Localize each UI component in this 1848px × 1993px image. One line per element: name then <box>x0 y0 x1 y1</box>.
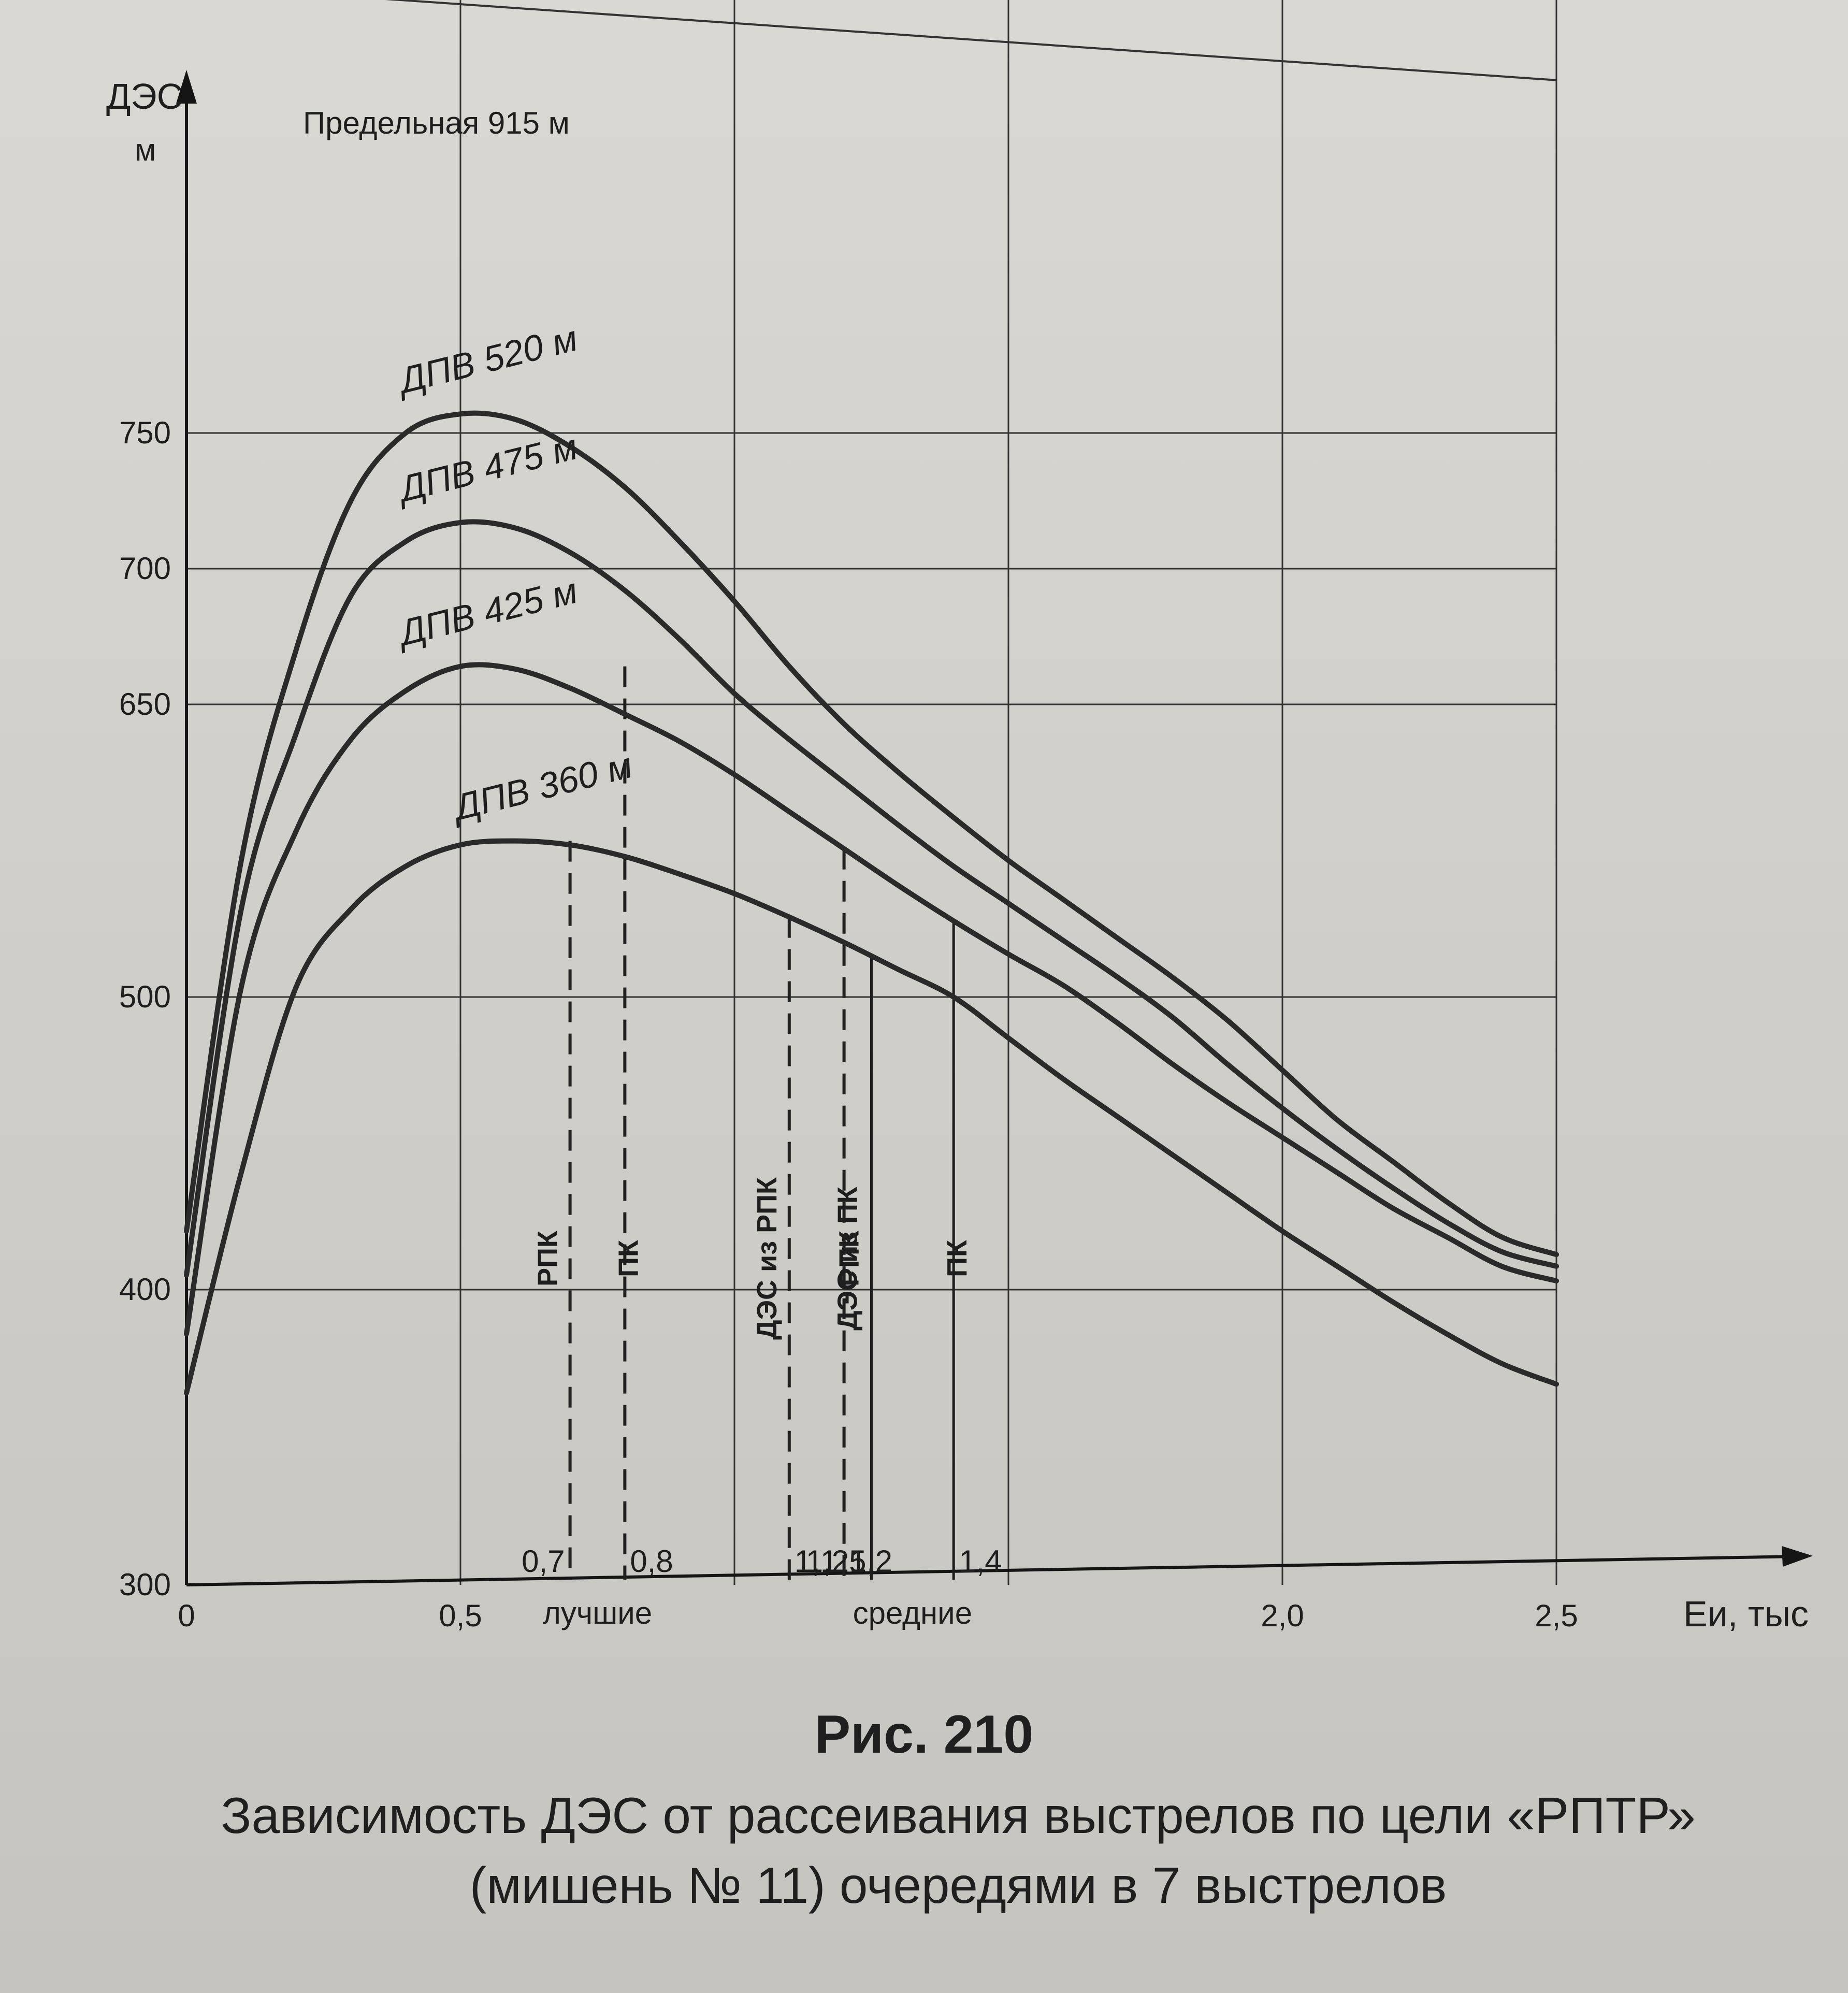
curves <box>184 410 1559 1396</box>
limit-line <box>385 0 1557 81</box>
marker-label: ПК <box>942 1239 973 1277</box>
marker-label: ДЭС из ПК <box>832 1186 863 1331</box>
x-tick-label: 0 <box>178 1598 195 1633</box>
chart: ДЭС м Еи, тыс Предельная 915 м 300 400 500… <box>106 0 1813 1634</box>
markers <box>568 666 955 1580</box>
series-label: ДПВ 425 м <box>392 570 582 654</box>
marker-x-label: 1,2 <box>849 1544 892 1579</box>
x-axis-arrow <box>1782 1546 1813 1567</box>
y-tick-label: 650 <box>119 687 171 721</box>
limit-line-label: Предельная 915 м <box>303 106 570 140</box>
y-axis-label: ДЭС <box>106 76 183 117</box>
group-label: средние <box>853 1596 972 1630</box>
y-tick-label: 300 <box>119 1567 171 1602</box>
chart-text: ДЭС м Еи, тыс Предельная 915 м 300 400 500… <box>106 76 1809 1634</box>
marker-label: ПК <box>613 1239 644 1277</box>
y-tick-label: 700 <box>119 551 171 586</box>
figure-number: Рис. 210 <box>814 1705 1034 1765</box>
y-tick-label: 500 <box>119 979 171 1014</box>
x-tick-label: 2,5 <box>1535 1598 1578 1633</box>
marker-x-label: 1,25 <box>806 1544 867 1579</box>
marker-x-label: 1,1 <box>795 1544 838 1579</box>
figure-caption-line-2: (мишень № 11) очередями в 7 выстрелов <box>469 1857 1447 1914</box>
marker-x-label: 0,7 <box>522 1544 565 1579</box>
limit-line-group <box>385 0 1557 81</box>
x-axis-label: Еи, тыс <box>1683 1594 1809 1634</box>
y-tick-label: 750 <box>119 415 171 450</box>
group-label: лучшие <box>543 1596 652 1630</box>
series-label: ДПВ 475 м <box>392 426 582 510</box>
y-axis-arrow <box>176 70 197 104</box>
axes <box>176 70 1813 1586</box>
marker-x-label: 1,4 <box>959 1544 1002 1579</box>
series-line <box>184 410 1559 1258</box>
x-axis <box>186 1555 1798 1586</box>
x-tick-label: 0,5 <box>439 1598 482 1633</box>
series-label: ДПВ 520 м <box>392 317 582 401</box>
figure-caption-line-1: Зависимость ДЭС от рассеивания выстрелов… <box>221 1787 1696 1844</box>
y-tick-label: 400 <box>119 1272 171 1307</box>
series-line <box>184 519 1559 1278</box>
marker-label: РПК <box>532 1230 564 1287</box>
series-label: ДПВ 360 м <box>447 745 637 829</box>
x-tick-label: 2,0 <box>1261 1598 1304 1633</box>
marker-label: ДЭС из РПК <box>752 1177 783 1340</box>
series-line <box>184 662 1559 1337</box>
marker-label: РПК <box>834 1230 865 1287</box>
y-axis-unit: м <box>135 133 156 167</box>
marker-x-label: 0,8 <box>630 1544 673 1579</box>
grid <box>186 0 1557 1585</box>
series-line <box>184 838 1559 1396</box>
